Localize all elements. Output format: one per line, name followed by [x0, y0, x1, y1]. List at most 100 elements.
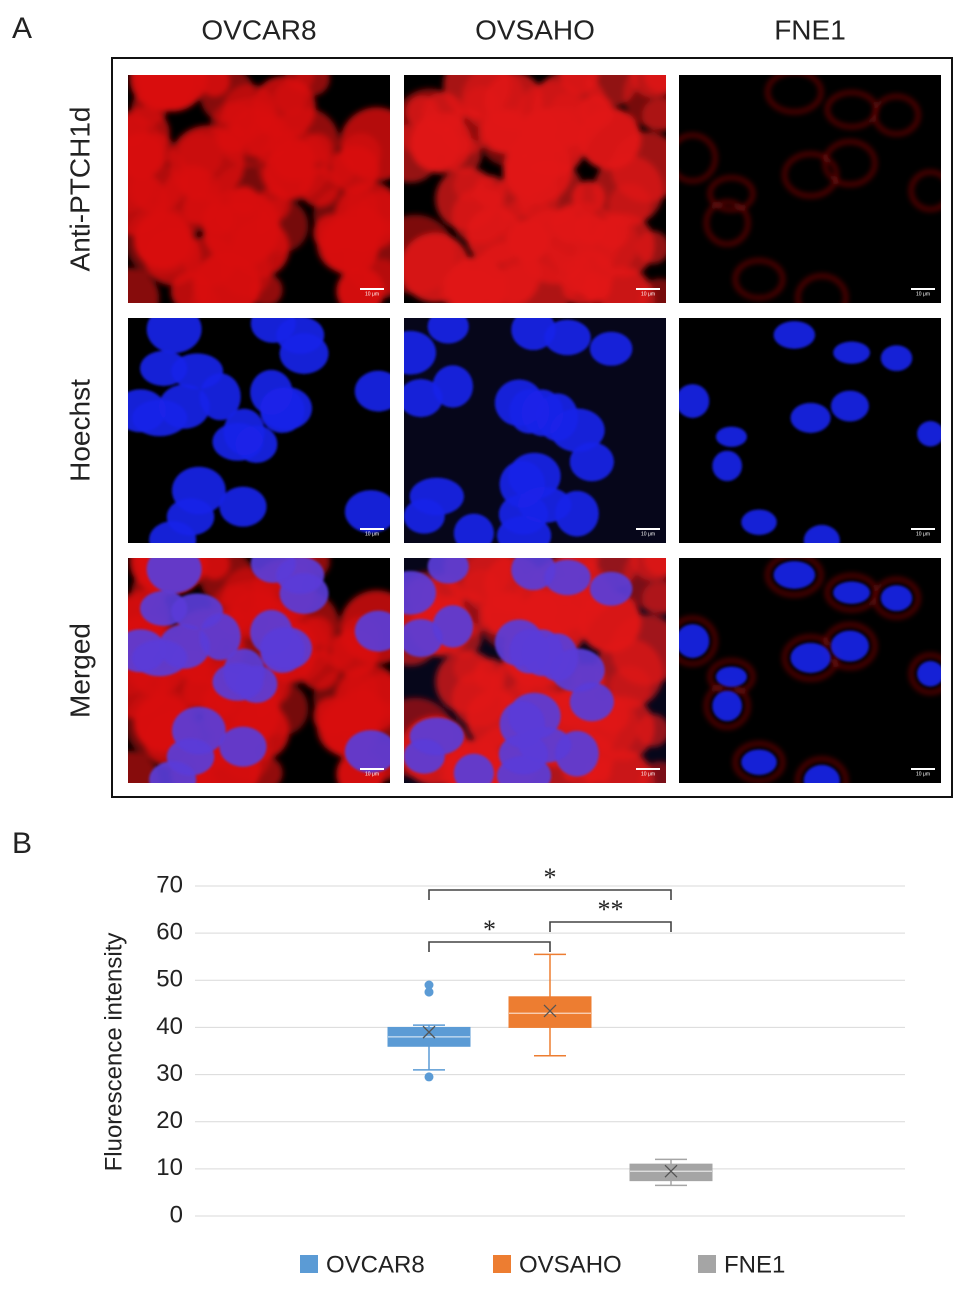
- nucleus: [432, 605, 474, 648]
- nucleus: [158, 624, 210, 669]
- micrograph: [679, 318, 941, 543]
- nucleus: [803, 764, 840, 783]
- stain-ring: [823, 623, 877, 670]
- scale-bar: [360, 288, 384, 290]
- nucleus: [497, 515, 552, 543]
- nucleus: [146, 318, 202, 354]
- stain-ring: [733, 258, 785, 300]
- scale-bar: [360, 768, 384, 770]
- micrograph-bg: [679, 75, 941, 303]
- nucleus: [833, 341, 871, 364]
- column-label: OVSAHO: [475, 14, 595, 45]
- nucleus: [880, 345, 913, 372]
- significance-bracket: [428, 941, 551, 952]
- nucleus: [171, 593, 224, 630]
- stain: [128, 171, 169, 236]
- nucleus: [404, 738, 445, 774]
- nucleus: [544, 319, 591, 356]
- nuclei: [679, 321, 941, 543]
- nucleus: [741, 749, 777, 775]
- scale-bar-label: 10 μm: [641, 531, 655, 537]
- stain: [551, 92, 581, 123]
- stain-ring: [909, 653, 941, 694]
- stain: [523, 109, 558, 143]
- stain-ring: [823, 140, 877, 187]
- box: [508, 996, 592, 1028]
- scale-bar-label: 10 μm: [916, 291, 930, 297]
- stain: [499, 242, 578, 303]
- nucleus: [803, 524, 840, 543]
- nuclei: [128, 318, 390, 543]
- micrograph: [679, 558, 941, 783]
- nucleus: [790, 402, 831, 433]
- column-label: FNE1: [774, 14, 846, 45]
- nucleus: [550, 408, 605, 452]
- nucleus: [544, 559, 591, 596]
- red-stain: [679, 75, 941, 303]
- stain-ring: [796, 757, 848, 783]
- stain: [250, 273, 283, 303]
- nucleus: [508, 692, 561, 740]
- stain: [610, 131, 666, 203]
- nucleus: [679, 384, 710, 418]
- nucleus: [279, 573, 329, 614]
- stain: [636, 230, 666, 264]
- micrograph: [404, 558, 666, 783]
- y-tick-label: 30: [156, 1060, 183, 1087]
- nucleus: [427, 318, 469, 344]
- nucleus: [250, 558, 296, 583]
- y-axis-label: Fluorescence intensity: [100, 933, 127, 1172]
- nucleus: [589, 331, 633, 366]
- stain: [128, 267, 160, 303]
- scale-bar-label: 10 μm: [641, 291, 655, 297]
- stain: [639, 278, 666, 303]
- nucleus: [773, 321, 816, 349]
- scale-bar: [360, 528, 384, 530]
- nucleus: [790, 642, 831, 673]
- stain: [435, 167, 499, 231]
- scale-bar-label: 10 μm: [916, 771, 930, 777]
- stain: [443, 135, 482, 174]
- scale-bar-label: 10 μm: [365, 771, 379, 777]
- column-label: OVCAR8: [201, 14, 316, 45]
- micrograph: [128, 558, 390, 783]
- nucleus: [569, 442, 614, 482]
- nucleus: [589, 571, 633, 606]
- legend-swatch: [300, 1255, 318, 1273]
- nucleus: [219, 486, 267, 527]
- scale-bar: [636, 768, 660, 770]
- scale-bar-label: 10 μm: [365, 291, 379, 297]
- stain-ring: [679, 133, 717, 183]
- nucleus: [715, 426, 747, 447]
- nucleus: [158, 384, 210, 429]
- nucleus: [171, 353, 224, 390]
- nucleus: [833, 581, 871, 604]
- legend-label: FNE1: [724, 1251, 785, 1278]
- nucleus: [344, 490, 390, 534]
- stain: [523, 592, 558, 626]
- nucleus: [171, 706, 226, 755]
- nucleus: [146, 558, 202, 594]
- significance-label: **: [598, 895, 624, 924]
- panel-label: B: [12, 827, 32, 860]
- stain: [501, 197, 557, 253]
- nucleus: [508, 452, 561, 500]
- outlier: [424, 1072, 434, 1082]
- nucleus: [171, 466, 226, 515]
- y-tick-label: 40: [156, 1013, 183, 1040]
- stain: [642, 98, 666, 133]
- nucleus: [712, 450, 743, 482]
- stain-ring: [704, 200, 750, 246]
- stain: [443, 75, 512, 120]
- stain: [313, 213, 352, 253]
- micrograph: [404, 318, 666, 543]
- nucleus: [404, 498, 445, 534]
- nucleus: [212, 662, 264, 701]
- legend-swatch: [698, 1255, 716, 1273]
- scale-bar: [911, 768, 935, 770]
- mean-marker: [664, 1164, 678, 1178]
- nucleus: [212, 422, 264, 461]
- nucleus: [880, 585, 913, 612]
- stain: [639, 761, 666, 783]
